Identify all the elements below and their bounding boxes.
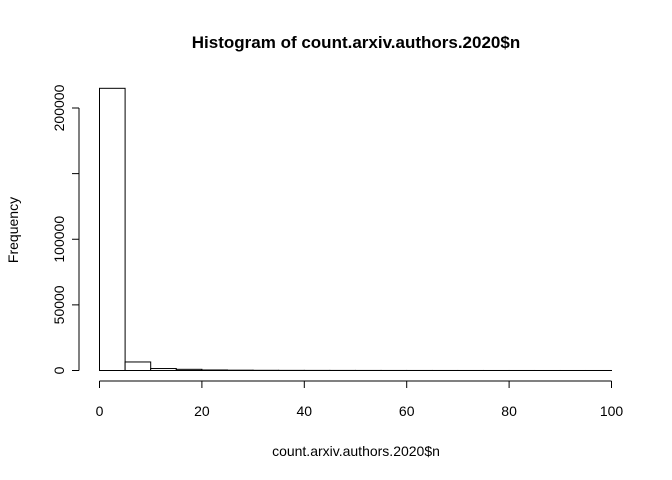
- histogram-bar-4: [201, 369, 228, 372]
- y-axis: 0 50000 100000 200000: [51, 84, 80, 374]
- histogram-bar-3: [175, 368, 203, 372]
- histogram-bar-2: [150, 368, 177, 371]
- y-axis-label: Frequency: [5, 197, 21, 263]
- histogram-bar-1: [124, 361, 152, 371]
- x-tick-label-4: 80: [501, 403, 517, 419]
- histogram-bar-0: [99, 87, 126, 371]
- bars-group: [99, 87, 613, 372]
- x-tick-label-5: 100: [600, 403, 624, 419]
- y-tick-label-0: 0: [51, 366, 67, 374]
- x-axis-label: count.arxiv.authors.2020$n: [272, 443, 440, 459]
- x-tick-label-0: 0: [96, 403, 104, 419]
- x-tick-label-2: 40: [297, 403, 313, 419]
- chart-title: Histogram of count.arxiv.authors.2020$n: [192, 33, 520, 52]
- x-tick-label-1: 20: [194, 403, 210, 419]
- x-tick-label-3: 60: [399, 403, 415, 419]
- y-tick-label-4: 200000: [51, 84, 67, 131]
- y-tick-label-1: 50000: [51, 285, 67, 324]
- y-tick-label-2: 100000: [51, 216, 67, 263]
- x-axis: 0 20 40 60 80 100: [96, 380, 624, 419]
